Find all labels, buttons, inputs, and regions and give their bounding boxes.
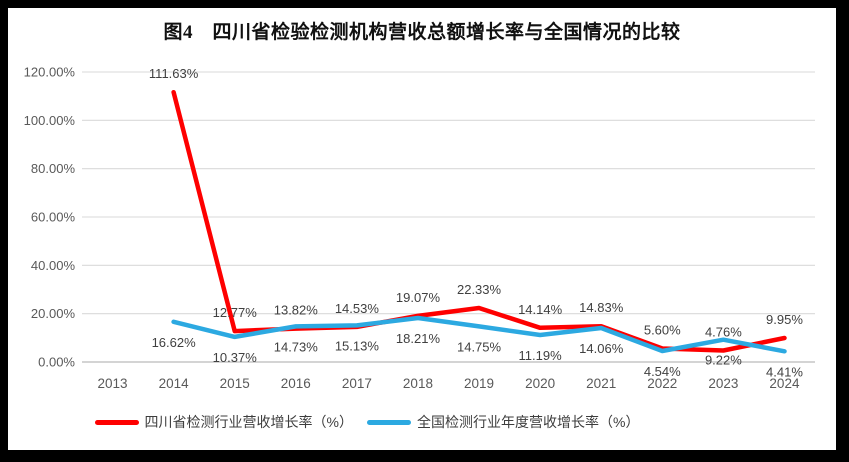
y-axis-tick-label: 120.00% xyxy=(24,65,76,80)
data-label: 4.76% xyxy=(705,324,742,339)
x-axis-tick-label: 2017 xyxy=(342,376,372,391)
x-axis-tick-label: 2015 xyxy=(220,376,250,391)
data-label: 12.77% xyxy=(213,305,258,320)
data-label: 14.14% xyxy=(518,302,563,317)
legend-label: 四川省检测行业营收增长率（%） xyxy=(144,414,353,430)
x-axis-tick-label: 2013 xyxy=(98,376,128,391)
chart-svg: 0.00% 20.00% 40.00% 60.00% 80.00% 100.00% 120.… xyxy=(24,65,815,391)
data-label: 19.07% xyxy=(396,290,441,305)
legend-item: 四川省检测行业营收增长率（%） xyxy=(94,412,353,432)
data-label: 10.37% xyxy=(213,350,258,365)
data-label: 16.62% xyxy=(152,335,197,350)
y-axis-tick-label: 80.00% xyxy=(31,161,76,176)
x-axis-tick-label: 2018 xyxy=(403,376,433,391)
y-axis-tick-label: 60.00% xyxy=(31,210,76,225)
x-axis-tick-label: 2021 xyxy=(586,376,616,391)
data-label: 14.73% xyxy=(274,339,319,354)
y-axis-tick-label: 20.00% xyxy=(31,306,76,321)
series-line-national xyxy=(171,315,787,354)
chart-panel: 图4 四川省检验检测机构营收总额增长率与全国情况的比较 0.00% 20.00% 4… xyxy=(8,8,836,450)
y-axis-tick-label: 40.00% xyxy=(31,258,76,273)
chart-title: 图4 四川省检验检测机构营收总额增长率与全国情况的比较 xyxy=(163,22,681,43)
data-label: 14.53% xyxy=(335,301,380,316)
data-label: 22.33% xyxy=(457,282,502,297)
y-axis-tick-label: 100.00% xyxy=(24,113,76,128)
x-axis-tick-label: 2014 xyxy=(159,376,190,391)
legend-line-swatch xyxy=(94,419,139,425)
x-axis-tick-label: 2023 xyxy=(708,376,738,391)
x-axis-tick-label: 2020 xyxy=(525,376,555,391)
legend-label: 全国检测行业年度营收增长率（%） xyxy=(417,414,640,430)
data-label: 11.19% xyxy=(519,348,563,363)
legend-item: 全国检测行业年度营收增长率（%） xyxy=(367,412,639,432)
legend: 四川省检测行业营收增长率（%） 全国检测行业年度营收增长率（%） xyxy=(0,412,781,432)
x-axis-tick-label: 2019 xyxy=(464,376,494,391)
data-label: 4.41% xyxy=(766,364,803,379)
data-label: 14.75% xyxy=(457,339,502,354)
y-axis-tick-label: 0.00% xyxy=(38,355,75,370)
data-label: 14.06% xyxy=(579,341,624,356)
x-axis-tick-label: 2024 xyxy=(769,376,800,391)
data-label: 111.63% xyxy=(149,66,199,81)
x-axis-tick-label: 2016 xyxy=(281,376,311,391)
data-label: 9.95% xyxy=(766,312,803,327)
data-label: 4.54% xyxy=(644,364,681,379)
x-axis-tick-label: 2022 xyxy=(647,376,677,391)
data-label: 9.22% xyxy=(705,353,742,368)
data-label: 14.83% xyxy=(579,300,624,315)
data-label: 15.13% xyxy=(335,338,380,353)
legend-line-swatch xyxy=(367,419,411,425)
data-label: 13.82% xyxy=(274,303,319,318)
series-line-sichuan xyxy=(171,89,787,353)
data-label: 18.21% xyxy=(396,331,441,346)
data-label: 5.60% xyxy=(644,322,681,337)
